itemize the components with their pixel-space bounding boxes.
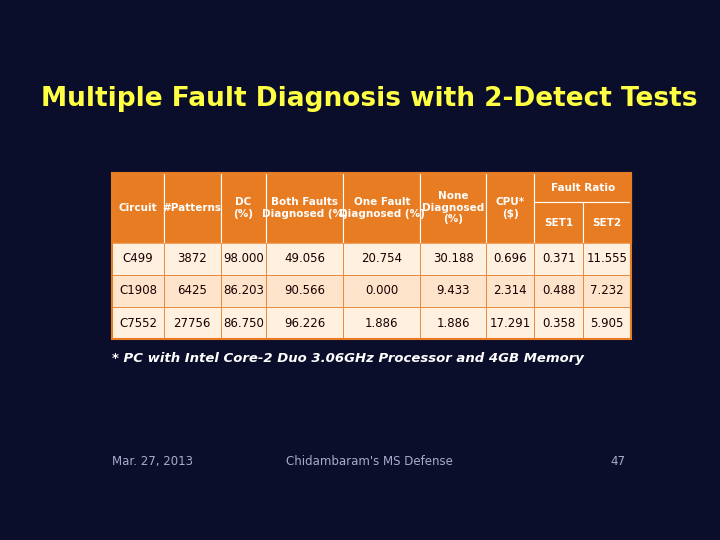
FancyBboxPatch shape [534,307,582,339]
FancyBboxPatch shape [343,307,420,339]
FancyBboxPatch shape [220,173,266,243]
FancyBboxPatch shape [534,243,582,275]
FancyBboxPatch shape [112,243,163,275]
FancyBboxPatch shape [220,243,266,275]
FancyBboxPatch shape [220,275,266,307]
Text: 47: 47 [611,455,626,468]
Text: 1.886: 1.886 [365,316,398,329]
Text: 0.488: 0.488 [542,285,575,298]
FancyBboxPatch shape [486,275,534,307]
Text: 11.555: 11.555 [587,252,627,265]
FancyBboxPatch shape [486,243,534,275]
FancyBboxPatch shape [420,307,486,339]
Text: 98.000: 98.000 [223,252,264,265]
FancyBboxPatch shape [163,173,220,243]
Text: 2.314: 2.314 [493,285,527,298]
Text: 6425: 6425 [177,285,207,298]
Text: Mar. 27, 2013: Mar. 27, 2013 [112,455,193,468]
FancyBboxPatch shape [486,307,534,339]
Text: C1908: C1908 [119,285,157,298]
FancyBboxPatch shape [420,173,486,243]
Text: One Fault
Diagnosed (%): One Fault Diagnosed (%) [339,197,425,219]
Text: 0.371: 0.371 [542,252,575,265]
Text: Circuit: Circuit [119,203,157,213]
Text: * PC with Intel Core-2 Duo 3.06GHz Processor and 4GB Memory: * PC with Intel Core-2 Duo 3.06GHz Proce… [112,352,584,365]
Text: Chidambaram's MS Defense: Chidambaram's MS Defense [286,455,452,468]
Text: SET1: SET1 [544,218,573,227]
Text: C7552: C7552 [119,316,157,329]
FancyBboxPatch shape [163,243,220,275]
Text: 86.203: 86.203 [223,285,264,298]
Text: 96.226: 96.226 [284,316,325,329]
FancyBboxPatch shape [582,202,631,243]
Text: 1.886: 1.886 [436,316,470,329]
FancyBboxPatch shape [266,243,343,275]
FancyBboxPatch shape [486,173,534,243]
Text: 0.696: 0.696 [493,252,527,265]
FancyBboxPatch shape [582,243,631,275]
Text: 49.056: 49.056 [284,252,325,265]
Text: 86.750: 86.750 [223,316,264,329]
FancyBboxPatch shape [534,202,582,243]
FancyBboxPatch shape [420,243,486,275]
Text: 7.232: 7.232 [590,285,624,298]
Text: 17.291: 17.291 [490,316,531,329]
Text: 9.433: 9.433 [436,285,470,298]
FancyBboxPatch shape [582,307,631,339]
FancyBboxPatch shape [343,173,420,243]
Text: CPU*
($): CPU* ($) [495,197,525,219]
Text: Fault Ratio: Fault Ratio [551,183,615,193]
Text: Both Faults
Diagnosed (%): Both Faults Diagnosed (%) [262,197,348,219]
FancyBboxPatch shape [112,173,163,243]
FancyBboxPatch shape [163,307,220,339]
FancyBboxPatch shape [112,275,163,307]
FancyBboxPatch shape [420,275,486,307]
FancyBboxPatch shape [534,275,582,307]
FancyBboxPatch shape [112,307,163,339]
Text: C499: C499 [122,252,153,265]
Text: #Patterns: #Patterns [163,203,222,213]
Text: 5.905: 5.905 [590,316,624,329]
FancyBboxPatch shape [534,173,631,202]
Text: SET2: SET2 [593,218,621,227]
Text: 27756: 27756 [174,316,211,329]
FancyBboxPatch shape [266,173,343,243]
FancyBboxPatch shape [163,275,220,307]
Text: 90.566: 90.566 [284,285,325,298]
Text: DC
(%): DC (%) [233,197,253,219]
Text: None
Diagnosed
(%): None Diagnosed (%) [422,191,484,225]
Text: 0.000: 0.000 [365,285,398,298]
FancyBboxPatch shape [582,275,631,307]
Text: 20.754: 20.754 [361,252,402,265]
Text: 3872: 3872 [177,252,207,265]
Text: 0.358: 0.358 [542,316,575,329]
FancyBboxPatch shape [266,275,343,307]
FancyBboxPatch shape [343,275,420,307]
Text: 30.188: 30.188 [433,252,474,265]
FancyBboxPatch shape [220,307,266,339]
Text: Multiple Fault Diagnosis with 2-Detect Tests: Multiple Fault Diagnosis with 2-Detect T… [41,85,697,112]
FancyBboxPatch shape [266,307,343,339]
FancyBboxPatch shape [343,243,420,275]
